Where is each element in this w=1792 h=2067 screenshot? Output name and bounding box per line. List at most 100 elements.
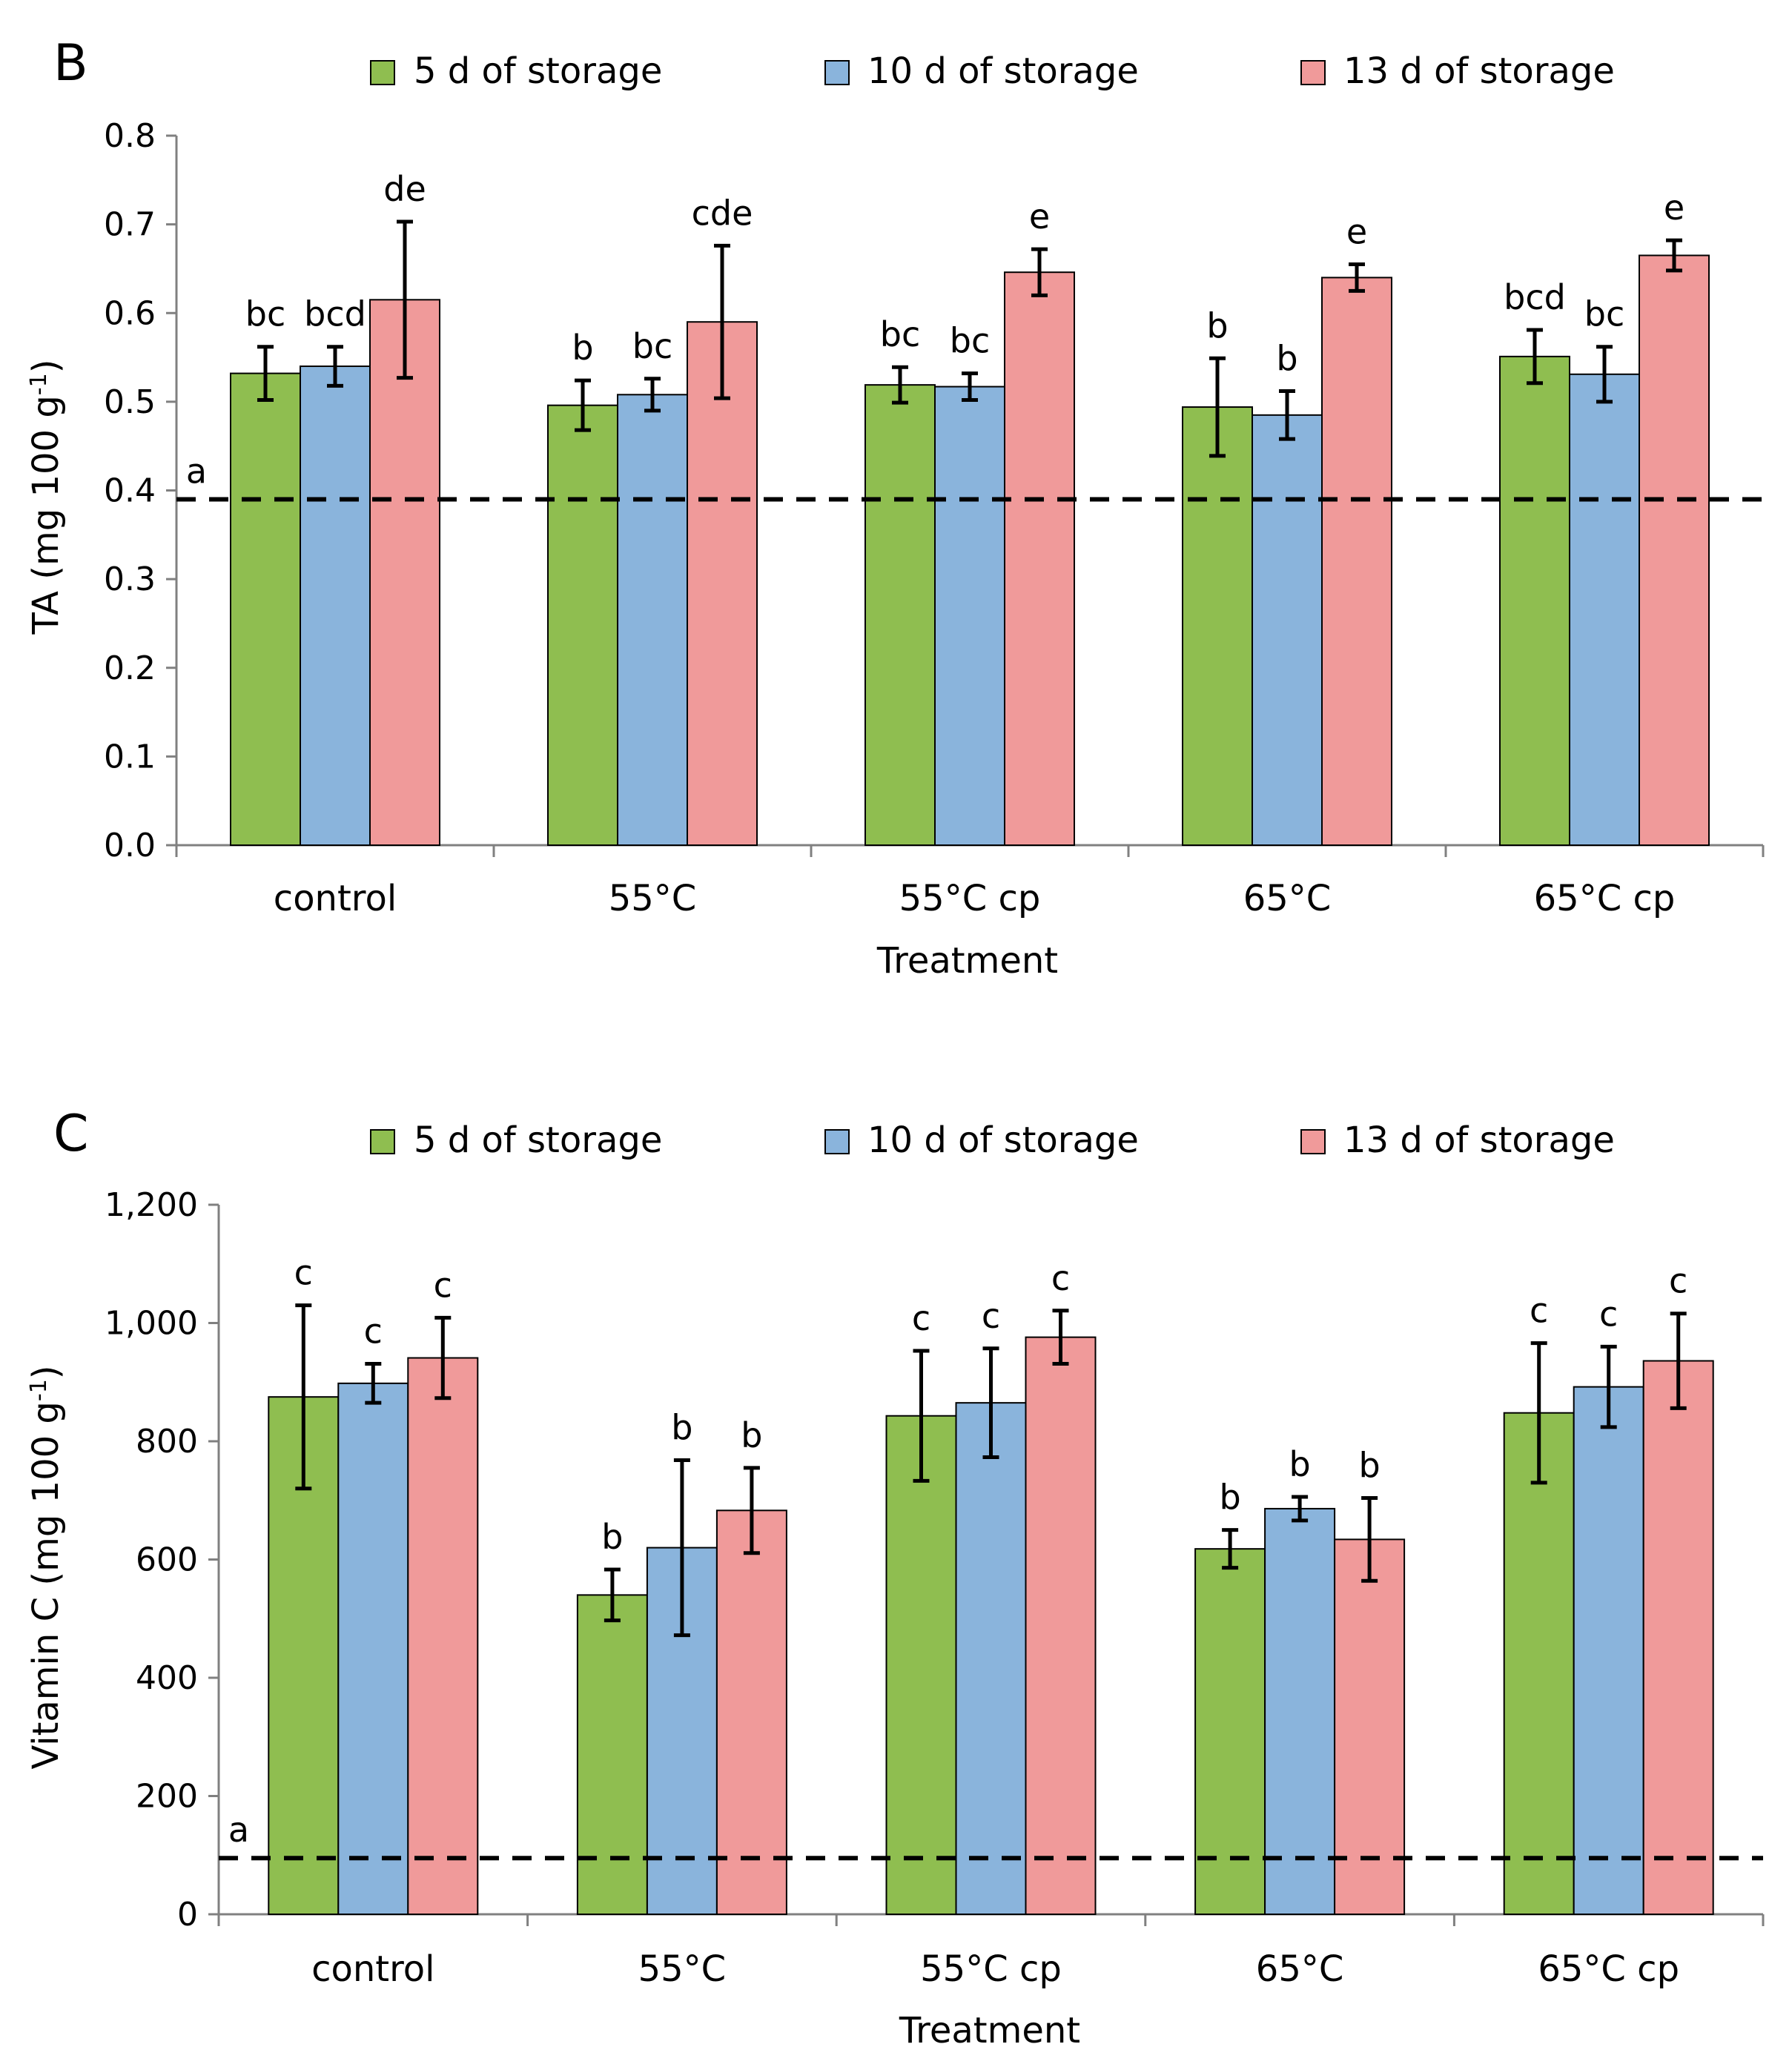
significance-label: b (1289, 1444, 1310, 1484)
panel-label: B (53, 34, 88, 93)
significance-label: e (1029, 196, 1050, 237)
significance-label: cde (692, 193, 753, 233)
significance-label: b (572, 328, 593, 368)
significance-label: e (1346, 211, 1367, 251)
significance-label: c (294, 1253, 313, 1293)
y-tick-label: 0.6 (104, 294, 156, 332)
legend: 5 d of storage 10 d of storage 13 d of s… (370, 50, 1615, 92)
chart-panel-b: B 5 d of storage 10 d of storage 13 d of… (25, 34, 1765, 982)
legend-swatch-5d (370, 1129, 395, 1154)
legend: 5 d of storage 10 d of storage 13 d of s… (370, 1120, 1615, 1161)
x-tick-label: 65°C (1243, 878, 1332, 919)
significance-label: b (741, 1415, 762, 1455)
bar-5d (576, 1594, 648, 1916)
bar-10d (1252, 414, 1323, 846)
legend-swatch-13d (1300, 1129, 1326, 1154)
bar-10d (955, 1402, 1027, 1915)
significance-label: c (912, 1298, 930, 1338)
chart-panel-c: C 5 d of storage 10 d of storage 13 d of… (25, 1105, 1765, 2051)
bar-13d (715, 1509, 787, 1915)
y-tick-label: 1,200 (105, 1186, 198, 1224)
significance-label: b (1276, 339, 1297, 379)
y-axis-title-superscript: -1 (26, 1379, 52, 1401)
significance-label: bc (245, 294, 286, 334)
legend-label-5d: 5 d of storage (414, 1120, 662, 1161)
significance-label: bcd (1504, 277, 1566, 317)
legend-swatch-5d (370, 60, 395, 85)
significance-label: c (434, 1265, 452, 1305)
bar-10d (1264, 1507, 1336, 1916)
y-axis-title-close: ) (25, 360, 67, 374)
bar-10d (617, 394, 688, 846)
y-tick-label: 0.2 (104, 649, 156, 687)
y-tick-label: 800 (136, 1423, 198, 1461)
bar-13d (369, 299, 440, 846)
bar-5d (1503, 1412, 1575, 1915)
y-tick-label: 0.0 (104, 827, 156, 864)
legend-label-10d: 10 d of storage (867, 50, 1139, 92)
y-tick-label: 0.1 (104, 738, 156, 775)
bar-10d (300, 366, 371, 846)
legend-label-13d: 13 d of storage (1343, 1120, 1615, 1161)
x-tick-label: 65°C cp (1538, 1948, 1679, 1990)
significance-label: b (1358, 1446, 1380, 1486)
significance-label: de (383, 169, 426, 209)
bar-10d (934, 386, 1005, 846)
reference-line-label: a (186, 451, 207, 491)
y-tick-label: 0 (177, 1896, 198, 1934)
bar-10d (1569, 373, 1640, 846)
significance-label: c (982, 1296, 1000, 1336)
x-tick-label: 55°C cp (899, 878, 1041, 919)
bar-13d (1025, 1336, 1097, 1915)
x-tick-label: 55°C (638, 1948, 727, 1990)
x-tick-label: 55°C cp (920, 1948, 1062, 1990)
significance-label: b (671, 1408, 692, 1448)
legend-swatch-10d (824, 60, 850, 85)
x-tick-label: control (311, 1948, 434, 1990)
bar-5d (885, 1415, 957, 1915)
x-tick-label: 65°C (1256, 1948, 1344, 1990)
significance-label: c (1599, 1294, 1618, 1334)
significance-label: b (1206, 305, 1228, 345)
bar-13d (687, 321, 758, 846)
y-axis-title: TA (mg 100 g-1) (25, 360, 67, 635)
significance-label: c (1669, 1261, 1687, 1301)
bar-5d (547, 404, 618, 846)
significance-label: b (601, 1517, 623, 1557)
significance-label: c (1530, 1291, 1548, 1331)
x-tick-label: control (274, 878, 397, 919)
legend-swatch-10d (824, 1129, 850, 1154)
x-axis-title: Treatment (876, 940, 1058, 982)
y-tick-label: 0.3 (104, 560, 156, 598)
y-axis-title-close: ) (25, 1365, 67, 1379)
y-tick-label: 200 (136, 1778, 198, 1816)
legend-swatch-13d (1300, 60, 1326, 85)
legend-label-13d: 13 d of storage (1343, 50, 1615, 92)
bar-13d (407, 1357, 479, 1915)
y-axis-title-main: Vitamin C (mg 100 g (25, 1401, 67, 1769)
bar-5d (1499, 355, 1570, 846)
x-tick-label: 55°C (609, 878, 697, 919)
y-tick-label: 0.8 (104, 117, 156, 155)
legend-label-10d: 10 d of storage (867, 1120, 1139, 1161)
y-tick-label: 400 (136, 1659, 198, 1697)
y-tick-label: 0.4 (104, 472, 156, 510)
significance-label: c (364, 1312, 383, 1352)
significance-label: bc (950, 321, 991, 361)
bar-5d (1182, 406, 1253, 846)
legend-label-5d: 5 d of storage (414, 50, 662, 92)
significance-label: bcd (304, 294, 366, 334)
significance-label: b (1219, 1478, 1240, 1518)
significance-label: c (1051, 1258, 1070, 1298)
bar-13d (1639, 254, 1710, 846)
bar-5d (230, 372, 301, 847)
y-tick-label: 0.5 (104, 383, 156, 421)
bar-13d (1004, 271, 1075, 847)
y-tick-label: 0.7 (104, 206, 156, 244)
bar-10d (337, 1382, 409, 1915)
y-tick-label: 600 (136, 1541, 198, 1579)
significance-label: bc (880, 314, 921, 354)
significance-label: e (1664, 188, 1684, 228)
bar-13d (1321, 277, 1392, 846)
